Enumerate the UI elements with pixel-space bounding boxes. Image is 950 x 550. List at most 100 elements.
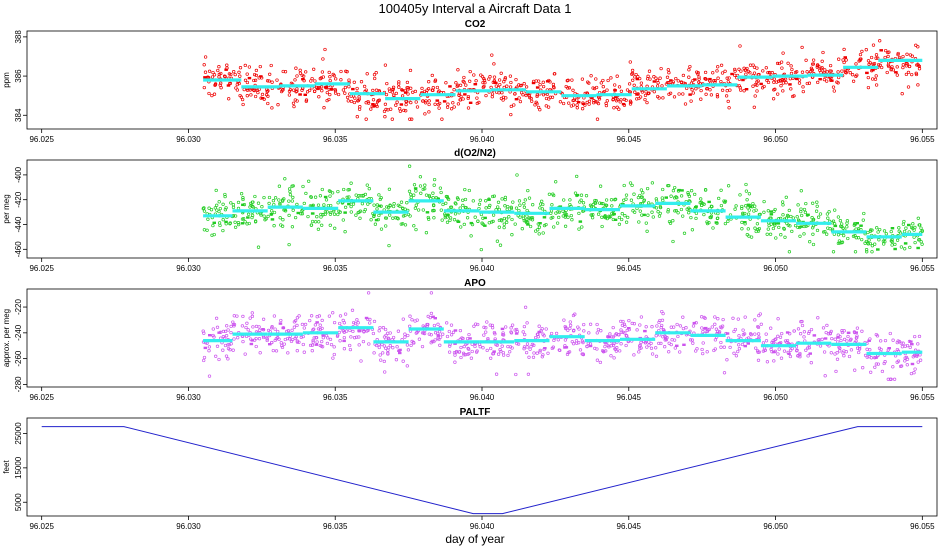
data-point [495,239,500,243]
data-point [267,201,271,206]
data-point [826,226,830,230]
data-point [217,65,221,69]
data-point [666,210,670,214]
data-point [594,77,598,81]
data-point [779,60,784,64]
data-point [783,339,788,343]
data-point [320,318,324,323]
data-point [374,88,379,92]
data-point [892,377,897,381]
data-point [329,210,333,215]
data-point [449,107,454,111]
data-point [689,215,693,220]
data-point [430,73,434,78]
data-point [916,45,920,49]
x-tick-label: 96.025 [29,264,54,273]
data-point [900,345,905,349]
data-point [469,356,474,360]
data-point [590,216,595,220]
data-point [399,200,404,204]
data-point [258,64,262,69]
data-point [570,218,574,222]
data-point [410,318,414,322]
data-point [210,75,215,79]
data-point [287,242,291,247]
data-point [622,97,627,102]
y-tick-label: 5000 [14,493,23,511]
data-point [753,82,758,87]
data-point [465,216,470,220]
data-point [227,97,231,101]
data-point [522,205,527,209]
data-point [869,55,874,60]
data-point [448,344,452,348]
data-point [613,347,618,352]
data-point [339,78,343,82]
data-point [608,214,613,219]
data-point [781,81,786,85]
data-point [815,204,819,208]
data-point [240,324,245,328]
data-point [391,346,395,350]
data-point [654,334,658,338]
data-point [617,107,621,111]
data-point [309,79,313,83]
data-point [789,64,793,68]
data-point [857,350,861,355]
data-point [705,220,709,224]
x-tick-label: 96.025 [29,393,54,402]
data-point [420,344,425,349]
data-point [538,348,542,353]
data-point [769,326,773,330]
data-point [466,346,470,351]
data-point [784,81,788,85]
data-point [489,356,493,360]
data-point [290,328,294,332]
data-point [902,229,907,234]
data-point [855,346,860,350]
data-point [499,349,503,354]
data-point [837,239,842,243]
data-point [395,345,399,349]
data-point [619,342,623,346]
x-tick-label: 96.055 [910,135,935,144]
data-point [581,352,586,357]
data-point [441,202,445,207]
data-point [527,355,531,359]
data-point [513,222,517,226]
data-point [521,330,525,334]
data-point [219,71,223,76]
data-point [202,228,207,232]
data-point [856,236,861,240]
data-point [222,74,227,78]
data-point [285,336,290,341]
data-point [657,214,662,218]
data-point [358,105,362,109]
data-point [388,213,392,217]
data-point [270,106,274,110]
data-point [809,327,814,332]
data-point [781,203,785,207]
data-point [498,243,503,247]
data-point [705,329,710,334]
data-point [446,102,450,106]
data-point [847,354,852,359]
data-point [313,323,318,327]
data-point [671,189,676,193]
data-point [377,329,381,333]
data-point [347,195,351,199]
data-point [287,213,291,218]
data-point [665,75,670,79]
x-tick-label: 96.040 [470,264,495,273]
data-point [405,343,410,347]
data-point [765,78,769,83]
data-point [503,197,507,202]
data-point [660,84,664,88]
data-point [836,233,841,237]
data-point [811,226,815,230]
data-point [844,71,848,75]
data-point [341,88,346,92]
data-point [746,227,750,231]
data-point [229,201,233,205]
data-point [740,342,745,347]
